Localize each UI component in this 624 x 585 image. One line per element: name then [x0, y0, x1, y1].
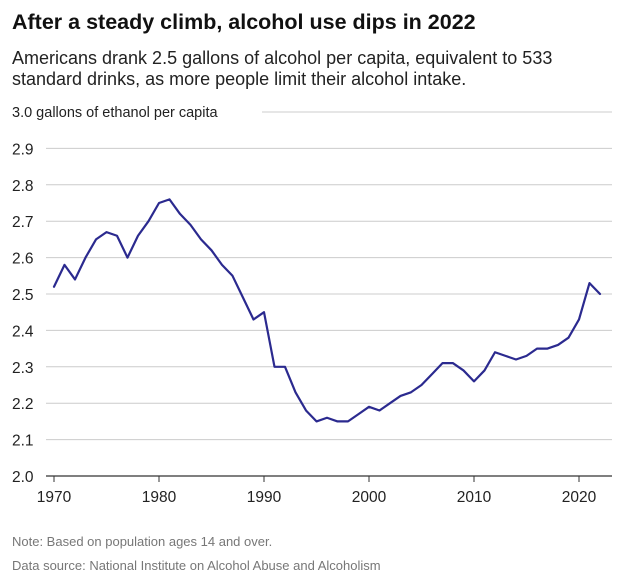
y-tick-label: 2.9	[12, 141, 34, 158]
data-source: Data source: National Institute on Alcoh…	[12, 558, 381, 573]
chart-title: After a steady climb, alcohol use dips i…	[12, 10, 476, 34]
y-tick-label: 2.2	[12, 396, 34, 413]
x-tick-label: 1980	[142, 489, 177, 506]
line-chart: 3.0 gallons of ethanol per capita 2.0 2.1 2…	[12, 105, 612, 506]
y-tick-label: 2.5	[12, 287, 34, 304]
series-line	[52, 198, 602, 423]
x-tick-label: 2020	[562, 489, 597, 506]
y-tick-label: 2.6	[12, 251, 34, 268]
x-tick-label: 1990	[247, 489, 282, 506]
y-axis-ticks: 3.0 gallons of ethanol per capita 2.0 2.1 2…	[12, 105, 218, 486]
chart-note: Note: Based on population ages 14 and ov…	[12, 534, 273, 549]
gridlines	[46, 111, 612, 441]
y-tick-label: 2.0	[12, 469, 34, 486]
y-axis-unit-label: 3.0 gallons of ethanol per capita	[12, 105, 218, 121]
chart-subtitle: Americans drank 2.5 gallons of alcohol p…	[12, 48, 553, 89]
y-tick-label: 2.8	[12, 178, 34, 195]
y-tick-label: 2.4	[12, 323, 34, 340]
data-series	[52, 198, 602, 423]
y-tick-label: 2.3	[12, 360, 34, 377]
y-tick-label: 2.7	[12, 214, 34, 231]
x-tick-label: 2000	[352, 489, 387, 506]
x-tick-label: 2010	[457, 489, 492, 506]
x-axis: 1970 1980 1990 2000 2010 2020	[37, 475, 612, 506]
y-tick-label: 2.1	[12, 433, 34, 450]
x-tick-label: 1970	[37, 489, 72, 506]
